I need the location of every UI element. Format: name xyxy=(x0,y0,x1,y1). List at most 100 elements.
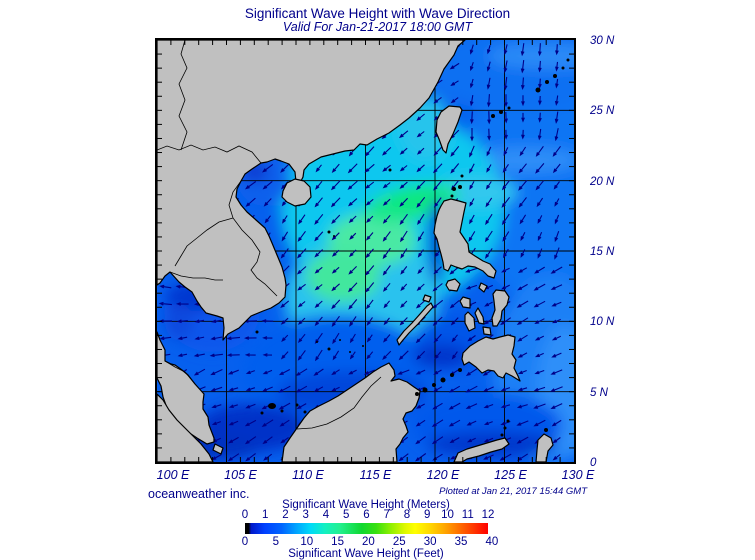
wave-arrow xyxy=(501,284,510,290)
wave-arrow xyxy=(158,301,172,306)
wave-arrow xyxy=(226,353,240,357)
wave-arrow xyxy=(280,351,289,360)
wave-arrow xyxy=(466,420,477,426)
wave-arrow xyxy=(366,317,373,326)
wave-arrow xyxy=(550,284,563,290)
wave-arrow xyxy=(448,402,461,410)
lat-label: 30 N xyxy=(590,35,615,47)
land-luzon xyxy=(433,198,497,279)
wave-arrow xyxy=(382,198,391,206)
wave-arrow xyxy=(349,351,356,360)
wave-arrow xyxy=(516,436,529,444)
land-hainan xyxy=(281,178,312,207)
wave-arrow xyxy=(535,180,544,191)
wave-arrow xyxy=(433,333,442,343)
wave-arrow xyxy=(348,266,357,275)
wave-arrow xyxy=(262,353,273,357)
wave-arrow xyxy=(416,283,425,292)
legend-meters-tick: 3 xyxy=(302,509,309,521)
wave-arrow xyxy=(227,369,239,375)
wave-arrow xyxy=(470,128,474,142)
wave-arrow xyxy=(550,369,563,375)
wave-arrow xyxy=(450,97,459,104)
wave-arrow xyxy=(433,180,443,191)
wave-arrow xyxy=(332,332,340,345)
wave-arrow xyxy=(504,129,508,140)
wave-arrow xyxy=(416,403,425,409)
wave-arrow xyxy=(520,249,526,258)
legend-feet-tick: 30 xyxy=(423,536,437,548)
wave-arrow xyxy=(537,43,542,57)
map-frame xyxy=(155,38,576,464)
wave-height-map xyxy=(157,40,574,462)
wave-arrow xyxy=(483,454,494,460)
wave-arrow xyxy=(487,111,491,125)
lon-label: 100 E xyxy=(156,468,190,482)
wave-arrow xyxy=(366,215,374,223)
wave-arrow xyxy=(485,197,493,208)
wave-arrow xyxy=(177,353,188,358)
wave-arrow xyxy=(431,419,444,428)
wave-arrow xyxy=(553,181,560,190)
wave-arrow xyxy=(415,300,426,309)
wave-arrow xyxy=(432,402,443,410)
wave-arrow xyxy=(397,369,410,375)
wave-arrow xyxy=(331,163,340,174)
wave-arrow xyxy=(262,336,273,340)
wave-arrow xyxy=(416,164,425,173)
wave-arrow xyxy=(504,111,508,124)
lon-label: 130 E xyxy=(561,468,595,482)
wave-arrow xyxy=(348,299,358,310)
wave-arrow xyxy=(264,215,271,224)
legend-meters-tick: 0 xyxy=(241,509,249,521)
wave-arrow xyxy=(400,248,408,259)
wave-arrow xyxy=(400,283,408,292)
wave-arrow xyxy=(331,214,341,225)
wave-arrow xyxy=(297,283,306,291)
wave-arrow xyxy=(298,214,306,225)
wave-arrow xyxy=(501,213,510,226)
wave-arrow xyxy=(552,145,561,157)
wave-arrow xyxy=(365,181,375,189)
legend-meters-tick: 2 xyxy=(282,509,289,521)
wave-arrow xyxy=(502,163,509,173)
wave-arrow xyxy=(382,265,391,276)
legend-feet-tick: 15 xyxy=(331,536,344,548)
land-bohol xyxy=(482,326,492,336)
wave-arrow xyxy=(159,336,172,341)
wave-arrow xyxy=(365,146,375,157)
oceanweather-credit: oceanweather inc. xyxy=(148,487,250,501)
legend-meters-tick: 8 xyxy=(403,509,411,521)
plotted-timestamp: Plotted at Jan 21, 2017 15:44 GMT xyxy=(439,486,587,497)
country-borders xyxy=(157,40,382,430)
wave-arrow xyxy=(297,301,306,308)
colorbar xyxy=(245,523,488,534)
wave-arrow xyxy=(516,420,529,426)
wave-arrow xyxy=(210,386,223,392)
wave-arrow xyxy=(297,333,306,343)
wave-arrow xyxy=(314,266,323,274)
wave-arrow xyxy=(465,368,478,376)
wave-arrow xyxy=(415,419,426,427)
wave-arrow xyxy=(399,147,408,155)
wave-arrow xyxy=(535,163,545,174)
wave-arrow xyxy=(484,230,493,243)
wave-arrow xyxy=(469,95,474,107)
wave-arrow xyxy=(486,164,492,173)
land-palawan xyxy=(396,302,434,346)
wave-arrow xyxy=(366,334,373,343)
wave-arrow xyxy=(348,215,357,223)
wave-arrow xyxy=(500,404,511,409)
wave-arrow xyxy=(382,231,391,242)
wave-arrow xyxy=(281,231,289,242)
wave-arrow xyxy=(520,60,525,74)
wave-arrow xyxy=(280,163,290,173)
legend-title-feet: Significant Wave Height (Feet) xyxy=(288,548,444,560)
wave-arrow xyxy=(550,266,563,274)
wave-arrow xyxy=(193,353,205,358)
wave-arrow xyxy=(554,214,560,225)
wave-arrow xyxy=(519,146,527,157)
wave-arrow xyxy=(554,231,560,243)
wave-arrow xyxy=(433,266,442,275)
wave-arrow xyxy=(417,266,425,275)
